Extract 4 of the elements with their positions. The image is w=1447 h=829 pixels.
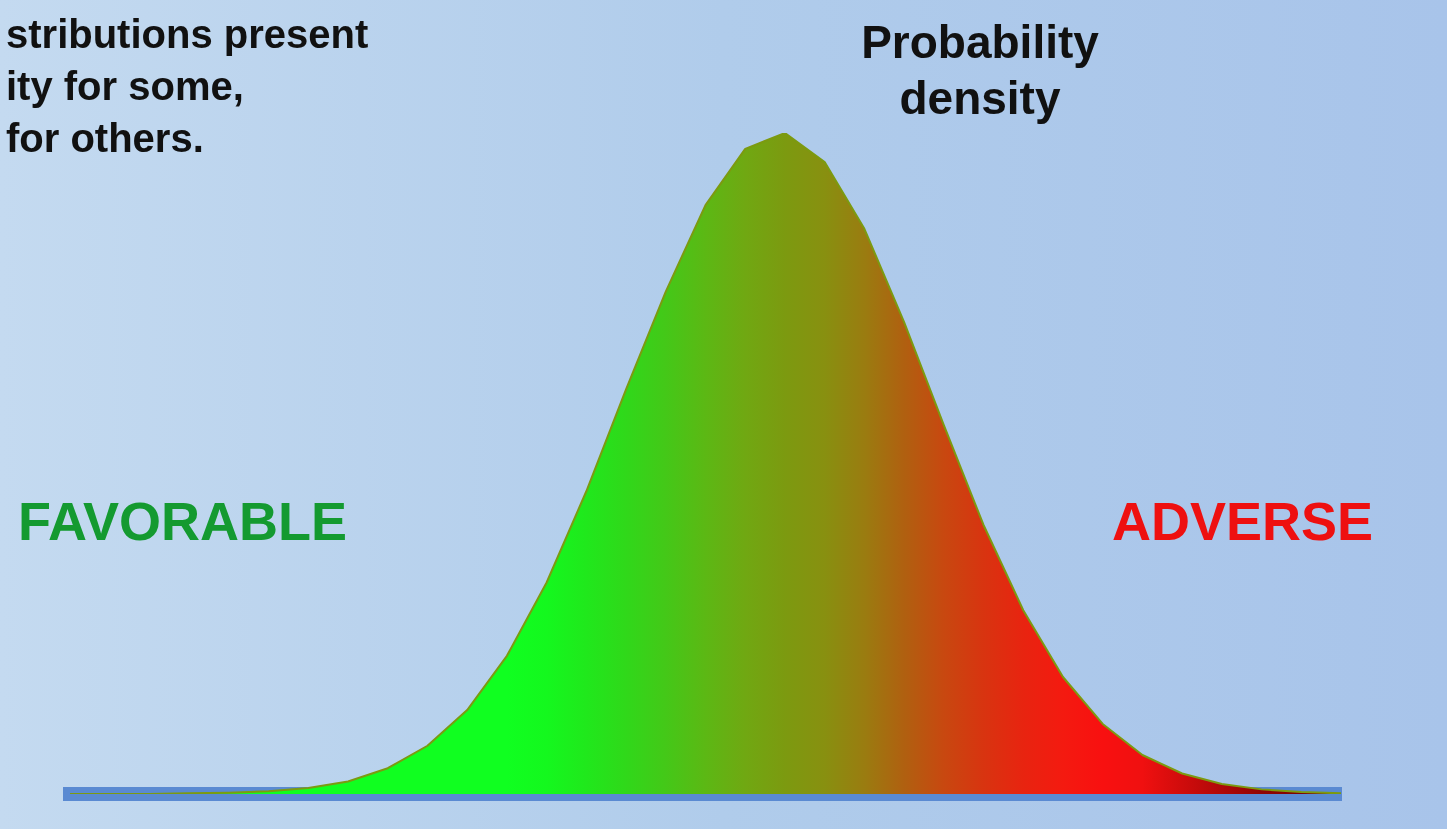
- annotation: stributions present ity for some, for others.: [6, 11, 369, 162]
- annotation: FAVORABLE: [18, 490, 348, 552]
- annotation: ADVERSE: [1112, 490, 1374, 552]
- y-axis-title: Probability density: [860, 15, 1100, 126]
